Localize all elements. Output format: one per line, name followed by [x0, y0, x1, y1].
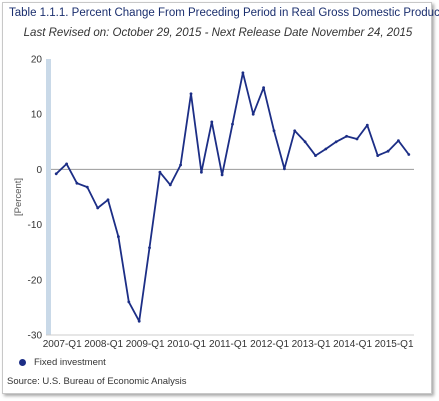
- data-point: [200, 170, 203, 174]
- data-point: [189, 92, 193, 96]
- data-point: [355, 137, 359, 141]
- data-point: [376, 154, 380, 158]
- data-point: [158, 170, 162, 174]
- y-tick-label: -10: [28, 220, 43, 231]
- source-note: Source: U.S. Bureau of Economic Analysis: [7, 376, 187, 387]
- data-point: [324, 147, 328, 151]
- x-tick-label: 2014-Q1: [333, 339, 372, 350]
- data-point: [386, 149, 390, 153]
- y-axis-band: [46, 59, 51, 335]
- y-tick-label: 10: [31, 110, 43, 121]
- chart-subtitle: Last Revised on: October 29, 2015 - Next…: [23, 27, 413, 39]
- y-tick-label: -30: [28, 331, 43, 342]
- line-chart: 20 10 0 -10 -20 -30 [Percent] 2007-Q1 2008-Q1 200…: [13, 55, 414, 350]
- data-point: [65, 162, 68, 166]
- x-tick-label: 2015-Q1: [375, 339, 414, 350]
- data-point: [272, 129, 276, 133]
- x-tick-label: 2009-Q1: [126, 339, 165, 350]
- chart-panel: Table 1.1.1. Percent Change From Precedi…: [2, 2, 439, 394]
- legend-marker: [19, 359, 26, 366]
- x-tick-label: 2007-Q1: [43, 339, 82, 350]
- data-point: [85, 185, 89, 189]
- data-point: [365, 123, 369, 127]
- data-point: [397, 139, 400, 143]
- data-point: [148, 246, 151, 250]
- x-tick-label: 2012-Q1: [250, 339, 289, 350]
- chart-title: Table 1.1.1. Percent Change From Precedi…: [9, 7, 439, 19]
- x-tick-label: 2008-Q1: [84, 339, 123, 350]
- data-point: [179, 163, 183, 167]
- y-tick-label: 20: [31, 55, 43, 66]
- data-point: [314, 154, 317, 158]
- data-point: [75, 181, 79, 185]
- data-point: [137, 319, 141, 323]
- data-point: [293, 129, 297, 133]
- y-tick-label: 0: [36, 165, 42, 176]
- data-point: [262, 86, 265, 90]
- series-line: [55, 71, 410, 323]
- data-point: [251, 112, 255, 116]
- y-axis-label: [Percent]: [13, 178, 24, 216]
- y-tick-label: -20: [28, 275, 43, 286]
- data-point: [334, 140, 338, 144]
- data-point: [241, 71, 245, 75]
- legend-label: Fixed investment: [34, 357, 106, 368]
- legend: Fixed investment: [19, 357, 106, 368]
- data-point: [303, 140, 307, 144]
- x-tick-label: 2013-Q1: [292, 339, 331, 350]
- data-point: [106, 198, 110, 202]
- data-point: [345, 134, 348, 138]
- data-point: [407, 153, 411, 156]
- data-point: [117, 235, 120, 239]
- data-point: [283, 167, 286, 171]
- data-point: [96, 206, 100, 210]
- data-point: [127, 300, 131, 304]
- data-point: [168, 183, 172, 187]
- data-point: [210, 120, 214, 124]
- x-tick-label: 2010-Q1: [167, 339, 206, 350]
- data-point: [231, 122, 234, 126]
- x-tick-label: 2011-Q1: [209, 339, 248, 350]
- data-point: [220, 173, 224, 177]
- data-point: [54, 172, 58, 176]
